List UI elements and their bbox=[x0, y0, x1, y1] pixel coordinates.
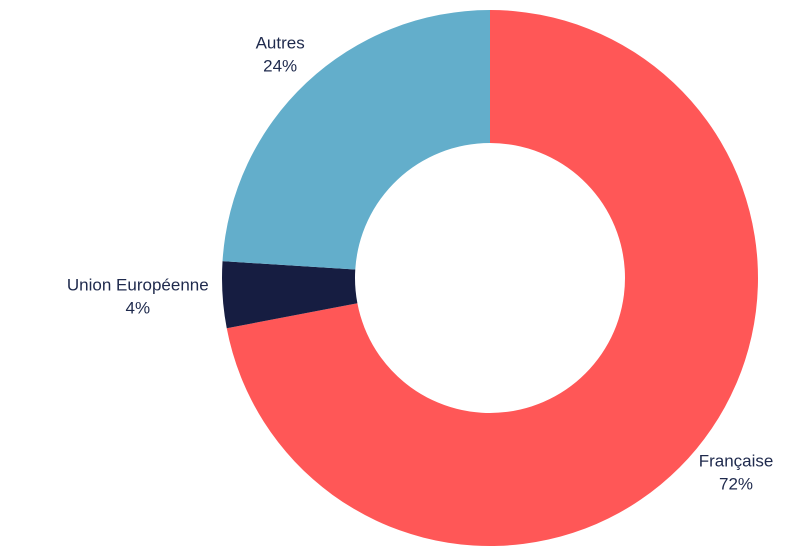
slice-value-label: 24% bbox=[263, 56, 297, 75]
slice bbox=[222, 261, 358, 329]
slice-value-label: 4% bbox=[126, 299, 151, 318]
slice-label: Française bbox=[699, 452, 774, 471]
slice bbox=[222, 10, 490, 270]
slice bbox=[226, 10, 758, 546]
slice-value-label: 72% bbox=[719, 475, 753, 494]
slice-label: Union Européenne bbox=[67, 276, 209, 295]
slice-label: Autres bbox=[256, 33, 305, 52]
